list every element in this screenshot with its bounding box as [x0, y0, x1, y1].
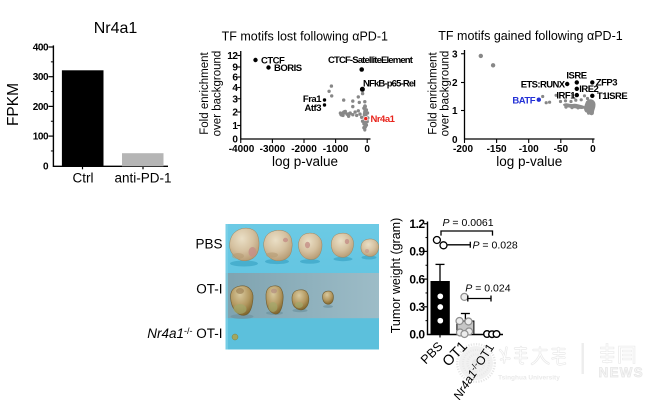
svg-text:IRF1: IRF1 — [556, 90, 576, 101]
svg-text:TF motifs gained following αPD: TF motifs gained following αPD-1 — [438, 29, 622, 43]
svg-text:IRE2: IRE2 — [579, 84, 598, 95]
svg-text:0: 0 — [590, 144, 596, 155]
svg-text:P = 0.024: P = 0.024 — [465, 282, 510, 294]
svg-text:P = 0.028: P = 0.028 — [473, 240, 518, 252]
svg-text:-100: -100 — [519, 144, 539, 155]
svg-text:ZFP3: ZFP3 — [596, 78, 617, 89]
svg-text:300: 300 — [33, 72, 49, 83]
svg-text:0: 0 — [364, 144, 370, 155]
svg-text:-4000: -4000 — [229, 144, 255, 155]
svg-text:NEWS: NEWS — [599, 365, 644, 380]
svg-text:anti-PD-1: anti-PD-1 — [114, 170, 171, 185]
svg-text:3: 3 — [232, 94, 238, 105]
svg-text:FPKM: FPKM — [5, 83, 22, 126]
svg-text:400: 400 — [33, 43, 49, 54]
svg-text:CTCF: CTCF — [261, 56, 285, 67]
svg-text:2: 2 — [232, 108, 238, 119]
svg-text:0: 0 — [452, 135, 458, 146]
svg-text:BORIS: BORIS — [274, 63, 302, 74]
svg-text:ISRE: ISRE — [566, 70, 586, 81]
svg-text:Fold enrichment: Fold enrichment — [428, 51, 440, 134]
svg-text:Ctrl: Ctrl — [73, 170, 94, 185]
svg-text:0.9: 0.9 — [409, 245, 425, 259]
svg-text:Fra1: Fra1 — [303, 94, 322, 105]
svg-text:-2000: -2000 — [291, 144, 317, 155]
svg-text:0.0: 0.0 — [409, 328, 425, 342]
svg-text:over background: over background — [212, 51, 224, 137]
svg-text:-150: -150 — [487, 144, 507, 155]
svg-text:Nr4a1: Nr4a1 — [371, 114, 396, 125]
svg-text:Tumor weight (gram): Tumor weight (gram) — [389, 218, 403, 334]
svg-text:log p-value: log p-value — [272, 154, 338, 169]
svg-text:PBS: PBS — [195, 237, 222, 252]
svg-text:0: 0 — [232, 135, 238, 146]
svg-text:NFkB-p65-Rel: NFkB-p65-Rel — [363, 78, 415, 89]
svg-text:P = 0.0061: P = 0.0061 — [443, 217, 494, 229]
svg-text:6: 6 — [232, 73, 238, 84]
svg-text:200: 200 — [33, 102, 49, 113]
svg-text:100: 100 — [33, 132, 49, 143]
svg-text:3: 3 — [452, 49, 458, 60]
svg-text:Nr4a1-/- OT-I: Nr4a1-/- OT-I — [147, 326, 222, 341]
svg-text:-50: -50 — [554, 144, 569, 155]
svg-text:0.3: 0.3 — [409, 300, 425, 314]
svg-text:-1000: -1000 — [323, 144, 349, 155]
svg-text:Tsinghua University: Tsinghua University — [498, 375, 560, 382]
svg-text:1: 1 — [452, 106, 458, 117]
svg-text:9: 9 — [232, 63, 238, 74]
svg-text:over background: over background — [440, 51, 452, 137]
svg-text:log p-value: log p-value — [496, 154, 562, 169]
svg-text:1.2: 1.2 — [409, 217, 425, 231]
svg-text:-3000: -3000 — [260, 144, 286, 155]
svg-text:0.6: 0.6 — [409, 272, 425, 286]
svg-text:TF motifs lost following αPD-1: TF motifs lost following αPD-1 — [222, 30, 388, 44]
svg-text:BATF: BATF — [512, 95, 535, 106]
svg-text:4: 4 — [232, 83, 238, 94]
svg-text:Nr4a1: Nr4a1 — [94, 20, 138, 37]
svg-text:T1ISRE: T1ISRE — [597, 91, 627, 102]
svg-text:Fold enrichment: Fold enrichment — [199, 51, 211, 134]
svg-text:CTCF-SatelliteElement: CTCF-SatelliteElement — [328, 55, 414, 66]
svg-text:ETS:RUNX: ETS:RUNX — [521, 79, 566, 90]
svg-text:0: 0 — [43, 161, 49, 172]
svg-text:2: 2 — [452, 78, 458, 89]
svg-text:12: 12 — [227, 51, 238, 62]
svg-text:OT-I: OT-I — [196, 282, 222, 297]
svg-text:1: 1 — [232, 121, 238, 132]
svg-text:-200: -200 — [453, 144, 473, 155]
svg-text:Atf3: Atf3 — [305, 103, 322, 114]
